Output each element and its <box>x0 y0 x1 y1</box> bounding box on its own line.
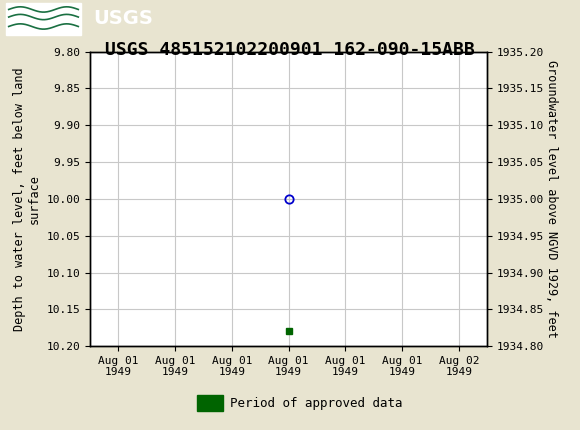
Bar <box>197 395 223 411</box>
Y-axis label: Groundwater level above NGVD 1929, feet: Groundwater level above NGVD 1929, feet <box>545 60 558 338</box>
Text: Period of approved data: Period of approved data <box>230 396 402 410</box>
Y-axis label: Depth to water level, feet below land
surface: Depth to water level, feet below land su… <box>13 67 41 331</box>
Bar <box>6 3 81 35</box>
Text: USGS: USGS <box>93 9 153 28</box>
Text: USGS 485152102200901 162-090-15ABB: USGS 485152102200901 162-090-15ABB <box>105 41 475 59</box>
